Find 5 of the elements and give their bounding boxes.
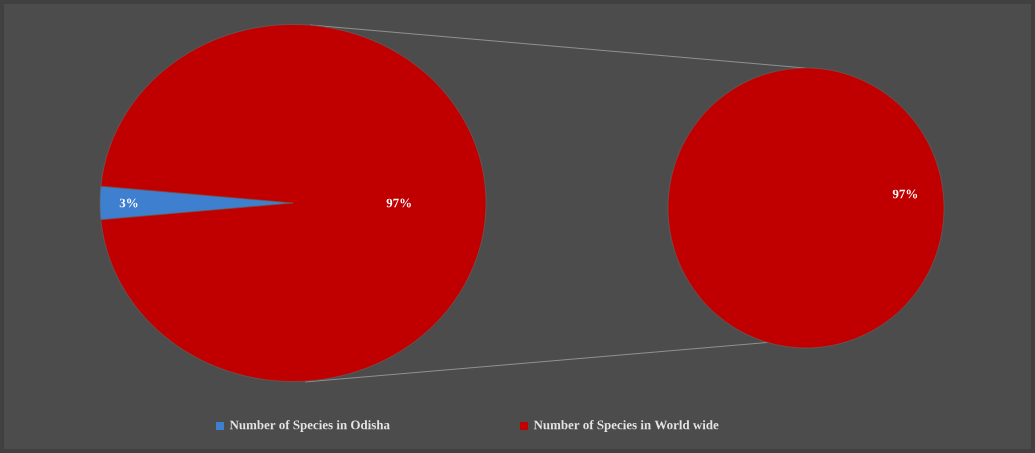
data-label: 3% bbox=[119, 198, 138, 208]
data-label: 97% bbox=[892, 189, 918, 199]
legend-label: Number of Species in World wide bbox=[533, 420, 719, 432]
data-label: 97% bbox=[386, 198, 411, 208]
legend-label: Number of Species in Odisha bbox=[229, 420, 390, 432]
